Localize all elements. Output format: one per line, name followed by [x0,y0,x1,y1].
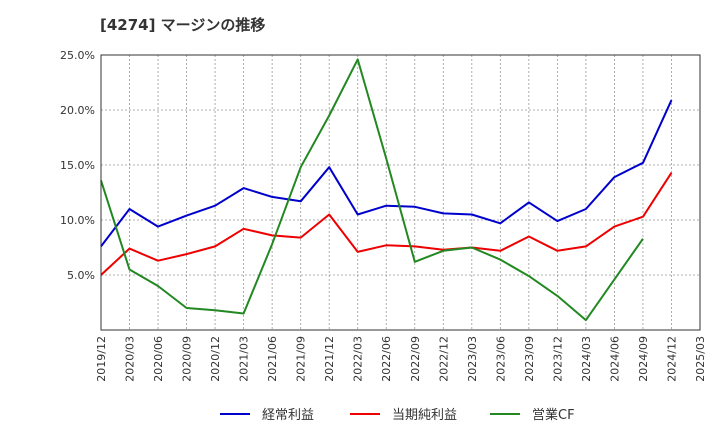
x-tick-label: 2024/06 [608,336,621,382]
plot-area-frame [100,54,701,331]
x-tick-label: 2021/03 [238,336,251,382]
x-tick-label: 2022/12 [437,336,450,382]
legend-label: 経常利益 [262,408,314,423]
x-tick-label: 2022/06 [380,336,393,382]
y-tick-label: 15.0% [60,159,95,172]
x-tick-label: 2021/06 [266,336,279,382]
x-tick-label: 2024/12 [665,336,678,382]
chart-title: [4274] マージンの推移 [100,16,266,34]
x-tick-label: 2019/12 [95,336,108,382]
y-tick-label: 25.0% [60,49,95,62]
legend-label: 当期純利益 [392,408,457,423]
grid [100,54,701,330]
x-tick-label: 2020/06 [152,336,165,382]
x-tick-label: 2022/09 [409,336,422,382]
series-line-営業CF [100,58,644,322]
x-tick-label: 2021/12 [323,336,336,382]
y-tick-label: 10.0% [60,214,95,227]
y-axis-ticks: 5.0% 10.0% 15.0% 20.0% 25.0% [60,49,95,282]
series-lines [100,58,673,322]
x-tick-label: 2020/12 [209,336,222,382]
y-tick-label: 20.0% [60,104,95,117]
legend-label: 営業CF [532,407,575,423]
x-tick-label: 2023/06 [494,336,507,382]
x-tick-label: 2020/09 [181,336,194,382]
x-tick-label: 2023/09 [523,336,536,382]
x-tick-label: 2024/09 [637,336,650,382]
x-tick-label: 2021/09 [295,336,308,382]
x-tick-label: 2024/03 [580,336,593,382]
x-tick-label: 2023/03 [466,336,479,382]
y-tick-label: 5.0% [67,269,95,282]
x-tick-label: 2025/03 [694,336,707,382]
x-tick-label: 2023/12 [551,336,564,382]
series-line-経常利益 [100,99,673,248]
x-tick-label: 2020/03 [124,336,137,382]
x-axis-ticks: 2019/12 2020/03 2020/06 2020/09 2020/12 2021/… [95,336,707,382]
series-line-当期純利益 [100,172,673,276]
x-tick-label: 2022/03 [352,336,365,382]
legend: 経常利益 当期純利益 営業CF [220,407,575,423]
